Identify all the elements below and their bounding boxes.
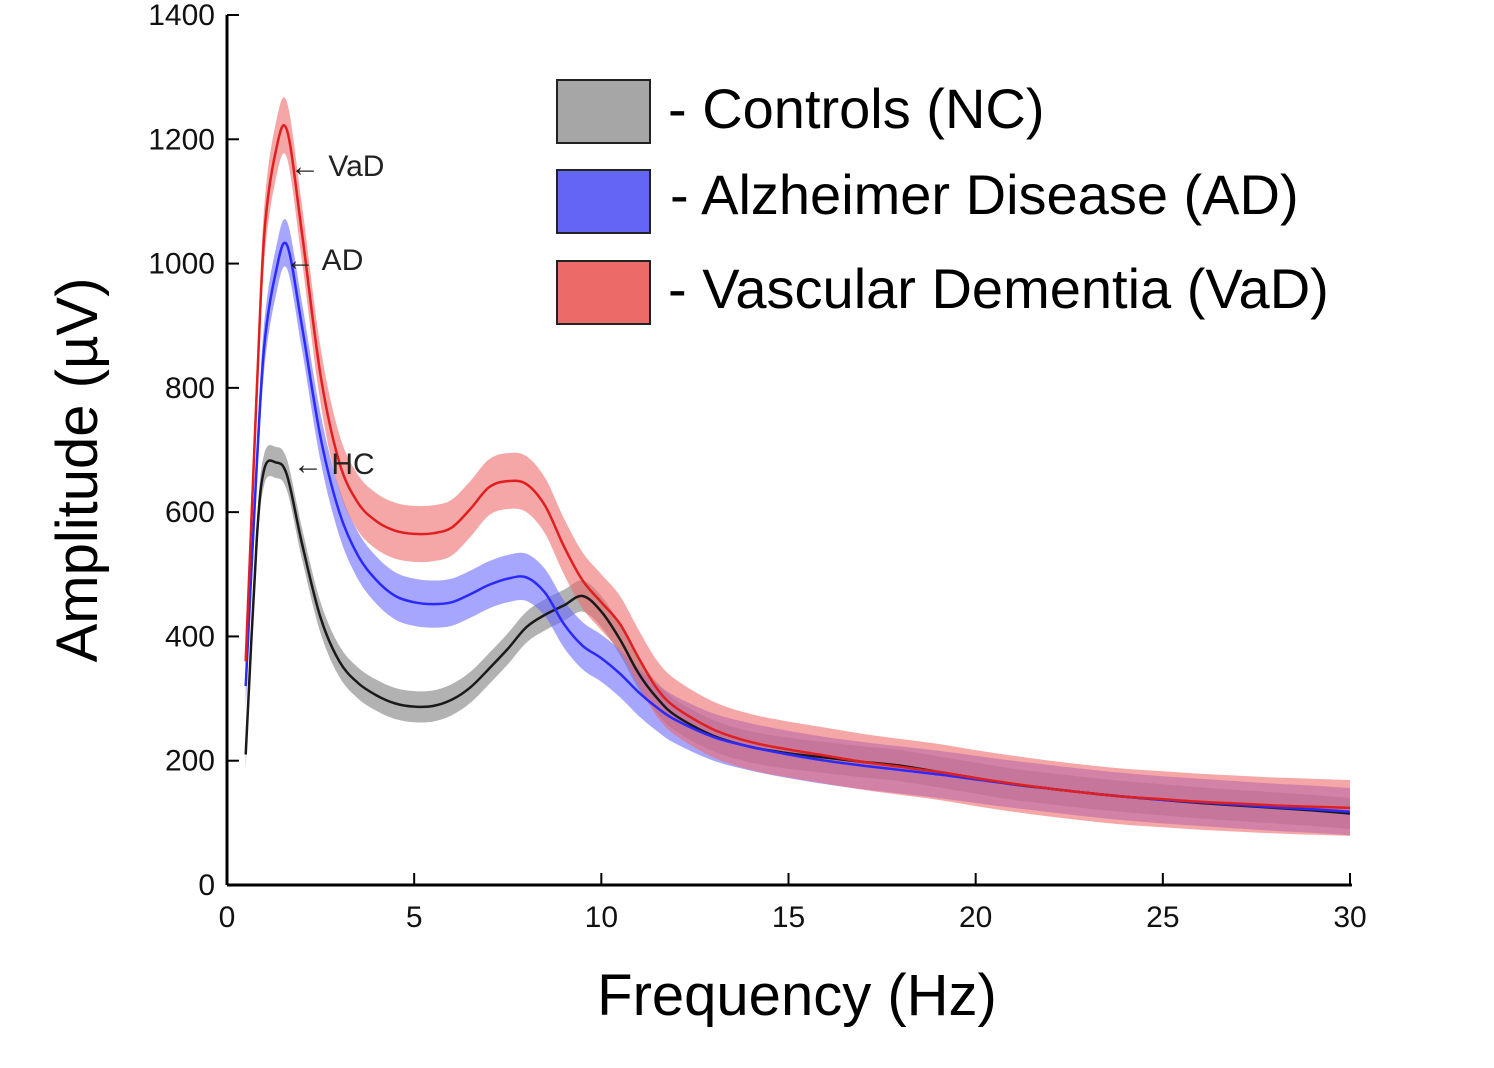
annotation-ad: ← AD bbox=[285, 244, 363, 277]
legend: - Controls (NC) - Alzheimer Disease (AD)… bbox=[556, 77, 1329, 325]
annotations: ← VaD ← AD ← HC bbox=[285, 150, 384, 481]
y-tick-label: 200 bbox=[165, 745, 215, 778]
x-tick-label: 25 bbox=[1146, 901, 1179, 934]
x-tick-label: 15 bbox=[772, 901, 805, 934]
series-lines bbox=[244, 124, 1351, 815]
legend-label-vad: - Vascular Dementia (VaD) bbox=[668, 257, 1329, 320]
x-axis-title: Frequency (Hz) bbox=[597, 963, 997, 1028]
x-tick-label: 0 bbox=[219, 901, 236, 934]
y-tick-label: 1200 bbox=[148, 123, 215, 156]
y-tick-label: 1000 bbox=[148, 248, 215, 281]
x-tick-label: 10 bbox=[585, 901, 618, 934]
y-axis-title: Amplitude (µV) bbox=[45, 278, 110, 663]
y-tick-label: 600 bbox=[165, 496, 215, 529]
legend-swatch-ad bbox=[556, 169, 651, 234]
legend-swatch-controls bbox=[556, 79, 651, 144]
ticks: 0 5 10 15 20 25 30 0 200 400 600 800 1000 1200 1400 bbox=[148, 0, 1366, 934]
y-tick-label: 0 bbox=[198, 869, 215, 902]
annotation-vad: ← VaD bbox=[290, 150, 384, 183]
legend-swatch-vad bbox=[556, 260, 651, 325]
legend-label-ad: - Alzheimer Disease (AD) bbox=[670, 163, 1299, 226]
x-tick-label: 5 bbox=[406, 901, 423, 934]
y-tick-label: 1400 bbox=[148, 0, 215, 32]
x-tick-label: 30 bbox=[1333, 901, 1366, 934]
annotation-hc: ← HC bbox=[293, 448, 375, 481]
line-vad bbox=[244, 124, 1351, 810]
y-tick-label: 800 bbox=[165, 372, 215, 405]
x-tick-label: 20 bbox=[959, 901, 992, 934]
y-tick-label: 400 bbox=[165, 620, 215, 653]
legend-label-controls: - Controls (NC) bbox=[668, 77, 1044, 140]
